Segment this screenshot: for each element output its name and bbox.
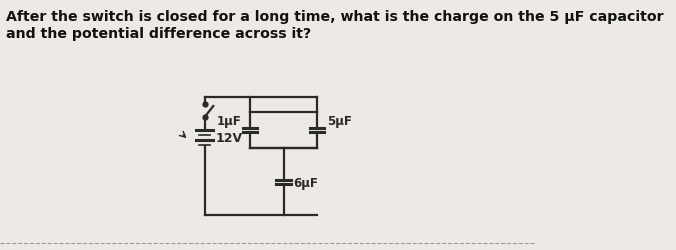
Text: 6μF: 6μF	[293, 177, 318, 190]
Text: and the potential difference across it?: and the potential difference across it?	[6, 27, 312, 41]
Text: 12V: 12V	[216, 132, 243, 144]
Text: After the switch is closed for a long time, what is the charge on the 5 μF capac: After the switch is closed for a long ti…	[6, 10, 664, 24]
Text: 1μF: 1μF	[216, 115, 241, 128]
Text: 5μF: 5μF	[327, 115, 352, 128]
